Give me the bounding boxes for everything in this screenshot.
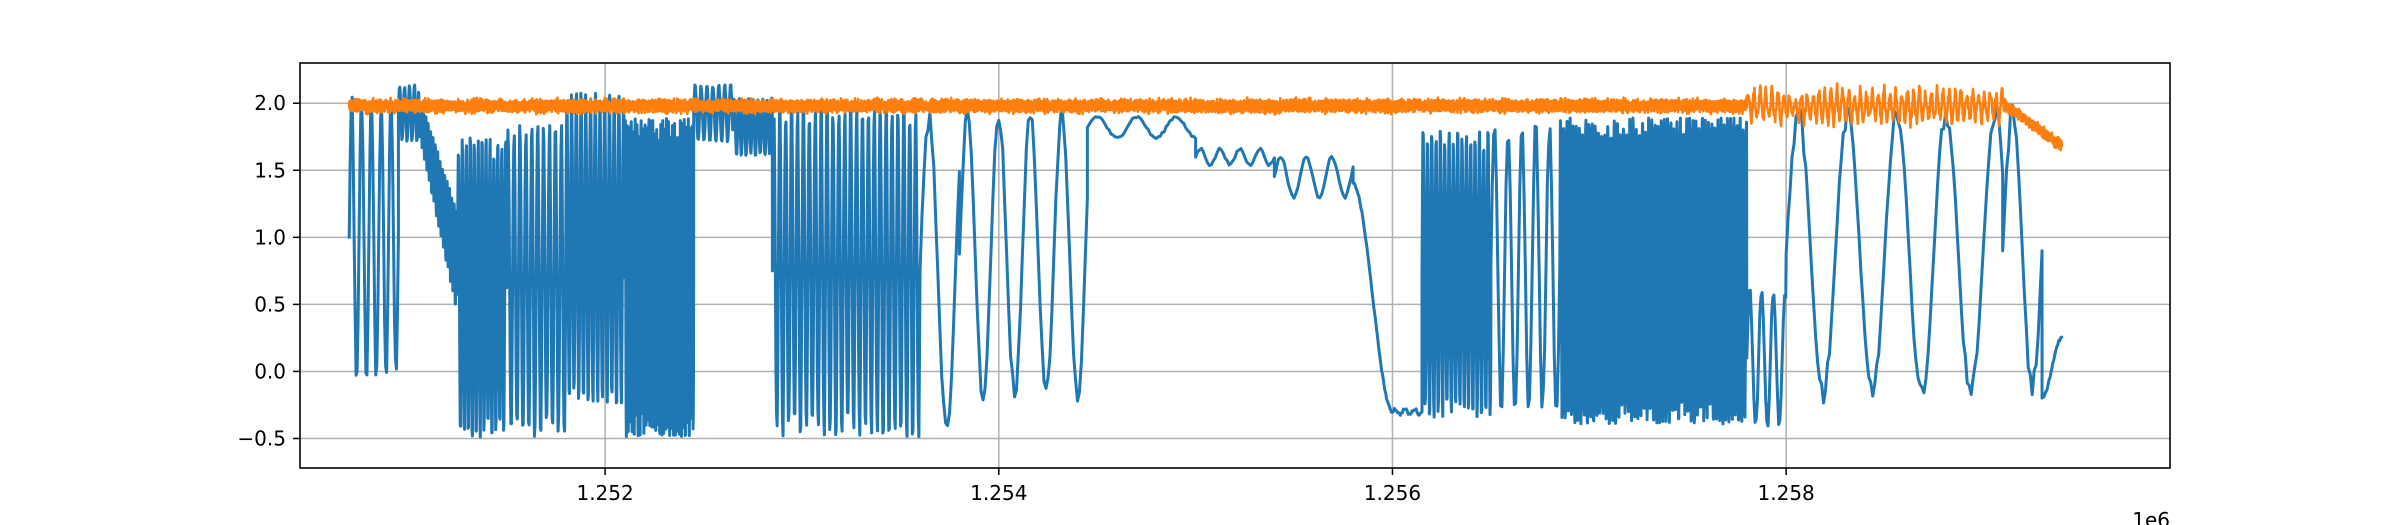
y-tick-label: 1.5: [254, 158, 286, 182]
axes: 1.252 1.254 1.256 1.258 −0.5 0.0 0.5 1.0 1.5 2.0: [237, 62, 2171, 505]
x-tick-label: 1.256: [1364, 481, 1421, 505]
x-axis-offset-label: 1e6: [2132, 508, 2170, 525]
x-tick-label: 1.254: [970, 481, 1027, 505]
x-tick-label: 1.258: [1758, 481, 1815, 505]
x-tick-label: 1.252: [576, 481, 633, 505]
y-tick-label: 1.0: [254, 225, 286, 249]
series-group: [347, 81, 2064, 439]
y-tick-label: −0.5: [237, 426, 286, 450]
y-tick-label: 2.0: [254, 91, 286, 115]
series-line-2: [347, 81, 2064, 152]
plot-frame: [299, 62, 2171, 469]
y-tick-label: 0.0: [254, 359, 286, 383]
series-line-1: [347, 83, 2064, 439]
y-tick-label: 0.5: [254, 292, 286, 316]
